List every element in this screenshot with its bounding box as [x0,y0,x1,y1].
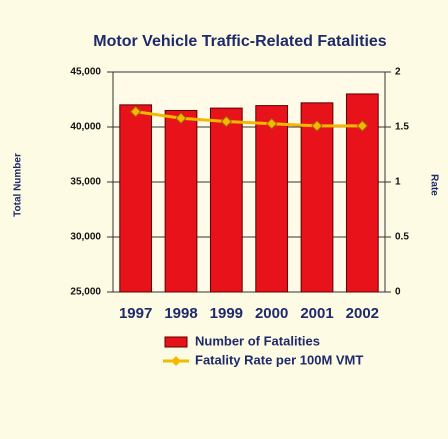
rate-line [135,110,363,128]
y2-tick-label: 0 [395,287,401,298]
x-tick-label: 1997 [119,305,152,322]
x-tick-label: 2001 [300,305,333,322]
y-axis-label: Total Number [13,153,24,217]
y-tick-label: 35,000 [70,177,101,188]
x-tick-label: 1998 [164,305,197,322]
bar [164,109,198,293]
bar [209,107,243,293]
y-tick-label: 25,000 [70,287,101,298]
y2-tick-label: 1.5 [395,122,409,133]
rate-marker [175,112,187,124]
legend-label: Number of Fatalities [195,333,320,348]
legend-marker [171,356,181,366]
y-tick-label: 30,000 [70,232,101,243]
bar [300,102,334,293]
rate-marker [265,117,278,130]
y-tick-label: 45,000 [70,67,101,78]
rate-marker [220,115,233,128]
y2-tick-label: 0.5 [395,232,409,243]
y2-axis-label: Rate [428,174,439,196]
legend-swatch [164,336,188,348]
y2-tick-label: 2 [395,67,401,78]
legend-label: Fatality Rate per 100M VMT [195,352,363,367]
x-tick-label: 2000 [255,305,288,322]
rate-marker [311,120,323,132]
rate-marker [129,105,142,118]
bar [119,104,153,293]
y2-tick-label: 1 [395,177,401,188]
x-tick-label: 1999 [210,305,243,322]
x-tick-label: 2002 [346,305,379,322]
y-tick-label: 40,000 [70,122,101,133]
chart-title: Motor Vehicle Traffic-Related Fatalities [93,33,387,50]
bar [255,105,289,293]
rate-marker [356,120,369,132]
